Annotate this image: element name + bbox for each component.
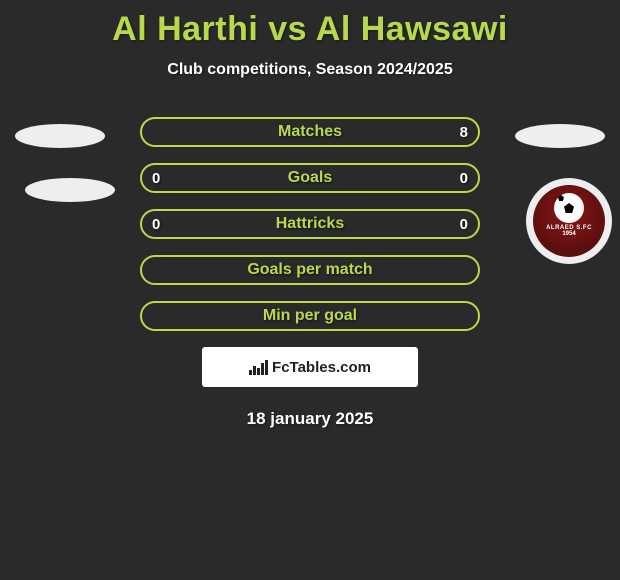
- stat-row-mpg: Min per goal: [140, 301, 480, 331]
- stat-row-goals: 0 Goals 0: [140, 163, 480, 193]
- stat-label: Matches: [278, 123, 342, 141]
- stat-left-value: 0: [152, 216, 160, 233]
- stat-label: Goals: [288, 169, 332, 187]
- right-club-badge: ALRAED S.FC 1954: [526, 178, 612, 264]
- stat-right-value: 0: [460, 170, 468, 187]
- stat-label: Goals per match: [247, 261, 372, 279]
- brand-box[interactable]: FcTables.com: [202, 347, 418, 387]
- right-player-shadow-top: [515, 124, 605, 148]
- stat-row-hattricks: 0 Hattricks 0: [140, 209, 480, 239]
- club-year: 1954: [562, 231, 575, 237]
- left-player-shadow-bottom: [25, 178, 115, 202]
- soccer-ball-icon: [554, 193, 584, 223]
- page-subtitle: Club competitions, Season 2024/2025: [0, 61, 620, 79]
- club-badge-inner: ALRAED S.FC 1954: [533, 185, 605, 257]
- stat-row-gpm: Goals per match: [140, 255, 480, 285]
- page-title: Al Harthi vs Al Hawsawi: [0, 0, 620, 49]
- brand-text: FcTables.com: [272, 359, 371, 376]
- stat-left-value: 0: [152, 170, 160, 187]
- stat-label: Hattricks: [276, 215, 344, 233]
- stat-right-value: 8: [460, 124, 468, 141]
- stat-right-value: 0: [460, 216, 468, 233]
- stat-label: Min per goal: [263, 307, 357, 325]
- stat-row-matches: Matches 8: [140, 117, 480, 147]
- bar-chart-icon: [249, 359, 268, 375]
- left-player-shadow-top: [15, 124, 105, 148]
- footer-date: 18 january 2025: [0, 409, 620, 429]
- stats-container: Matches 8 0 Goals 0 0 Hattricks 0 Goals …: [140, 117, 480, 331]
